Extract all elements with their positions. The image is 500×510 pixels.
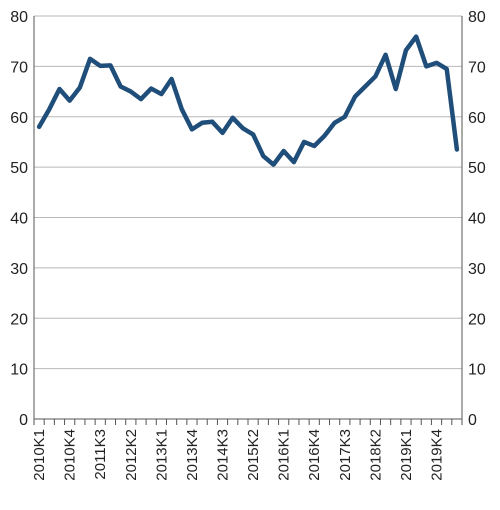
y-tick-label-left: 0 [19,412,28,429]
y-tick-label-right: 20 [468,311,486,328]
y-tick-label-right: 30 [468,261,486,278]
y-tick-label-left: 50 [10,160,28,177]
y-tick-label-left: 20 [10,311,28,328]
right-y-tick-labels: 0 10 20 30 40 50 60 70 80 [468,9,486,429]
y-tick-label-left: 80 [10,9,28,26]
x-tick-label: 2013K1 [153,429,170,481]
x-tick-label: 2013K4 [184,429,201,481]
y-tick-label-right: 10 [468,362,486,379]
y-tick-label-right: 50 [468,160,486,177]
gridlines [34,16,462,369]
x-tick-label: 2010K4 [62,429,79,481]
series-line [39,37,457,165]
y-tick-label-right: 40 [468,211,486,228]
y-tick-label-left: 40 [10,211,28,228]
y-tick-label-right: 80 [468,9,486,26]
x-tick-label: 2016K1 [276,429,293,481]
y-tick-label-left: 70 [10,59,28,76]
y-tick-label-left: 30 [10,261,28,278]
x-tick-label: 2019K4 [429,429,446,481]
y-tick-label-right: 60 [468,110,486,127]
x-tick-label: 2019K1 [398,429,415,481]
x-tick-label: 2010K1 [31,429,48,481]
y-tick-label-left: 60 [10,110,28,127]
y-tick-label-right: 70 [468,59,486,76]
x-tick-label: 2017K3 [337,429,354,481]
x-tick-label: 2011K3 [92,429,109,480]
y-tick-label-left: 10 [10,362,28,379]
y-tick-label-right: 0 [468,412,477,429]
x-tick-label: 2012K2 [123,429,140,481]
x-tick-label: 2016K4 [306,429,323,481]
x-tick-label: 2014K3 [215,429,232,481]
series-layer [39,37,457,165]
left-y-tick-labels: 0 10 20 30 40 50 60 70 80 [10,9,28,429]
x-tick-label: 2015K2 [245,429,262,481]
x-tick-label: 2018K2 [367,429,384,481]
x-tick-labels: 2010K1 2010K4 2011K3 2012K2 2013K1 2013K4 2014… [31,429,445,481]
